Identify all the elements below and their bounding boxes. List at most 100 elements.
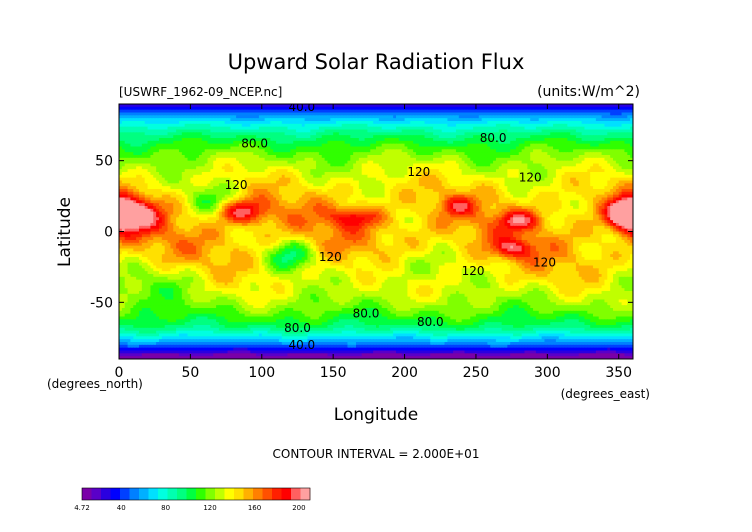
flux-cell bbox=[453, 126, 457, 131]
flux-cell bbox=[478, 115, 483, 119]
flux-cell bbox=[470, 129, 474, 133]
flux-cell bbox=[595, 123, 600, 128]
flux-cell bbox=[533, 115, 537, 119]
flux-cell bbox=[447, 138, 451, 142]
flux-cell bbox=[147, 109, 152, 114]
flux-cell bbox=[290, 129, 294, 133]
flux-cell bbox=[435, 109, 440, 114]
flux-cell bbox=[535, 121, 540, 125]
flux-cell bbox=[193, 135, 197, 139]
flux-cell bbox=[544, 104, 548, 108]
flux-cell bbox=[433, 129, 437, 133]
flux-cell bbox=[178, 123, 183, 128]
flux-cell bbox=[293, 104, 297, 108]
flux-cell bbox=[244, 109, 249, 114]
flux-cell bbox=[487, 112, 491, 116]
flux-cell bbox=[473, 106, 477, 111]
flux-cell bbox=[401, 106, 406, 111]
flux-cell bbox=[387, 118, 391, 122]
flux-cell bbox=[370, 112, 374, 116]
flux-cell bbox=[358, 106, 363, 111]
flux-cell bbox=[435, 135, 440, 139]
flux-cell bbox=[630, 129, 633, 133]
flux-cell bbox=[507, 135, 511, 139]
flux-cell bbox=[256, 132, 260, 136]
flux-cell bbox=[241, 135, 246, 139]
flux-cell bbox=[444, 126, 448, 131]
flux-cell bbox=[418, 118, 423, 122]
flux-cell bbox=[333, 138, 337, 142]
flux-cell bbox=[430, 118, 434, 122]
flux-cell bbox=[421, 132, 426, 136]
flux-cell bbox=[287, 123, 291, 128]
flux-cell bbox=[435, 118, 440, 122]
flux-cell bbox=[264, 109, 269, 114]
flux-cell bbox=[138, 126, 143, 131]
flux-cell bbox=[484, 115, 488, 119]
flux-cell bbox=[481, 138, 486, 142]
flux-cell bbox=[373, 106, 377, 111]
flux-cell bbox=[324, 135, 329, 139]
flux-cell bbox=[567, 106, 571, 111]
flux-cell bbox=[490, 135, 494, 139]
flux-cell bbox=[444, 104, 448, 108]
flux-cell bbox=[530, 121, 534, 125]
flux-cell bbox=[441, 121, 446, 125]
flux-cell bbox=[555, 104, 560, 108]
flux-cell bbox=[535, 112, 540, 116]
flux-cell bbox=[530, 138, 534, 142]
flux-cell bbox=[161, 135, 166, 139]
flux-cell bbox=[367, 118, 371, 122]
flux-cell bbox=[450, 135, 454, 139]
flux-cell bbox=[455, 123, 460, 128]
flux-cell bbox=[190, 112, 194, 116]
flux-cell bbox=[161, 118, 166, 122]
flux-cell bbox=[358, 129, 363, 133]
flux-cell bbox=[467, 106, 471, 111]
flux-cell bbox=[510, 106, 514, 111]
flux-cell bbox=[558, 132, 563, 136]
flux-cell bbox=[518, 132, 523, 136]
flux-cell bbox=[447, 123, 451, 128]
flux-cell bbox=[464, 112, 468, 116]
flux-cell bbox=[578, 135, 583, 139]
flux-cell bbox=[353, 126, 357, 131]
flux-cell bbox=[304, 132, 309, 136]
flux-cell bbox=[150, 135, 154, 139]
flux-cell bbox=[250, 135, 254, 139]
flux-cell bbox=[330, 104, 334, 108]
flux-cell bbox=[133, 109, 137, 114]
flux-cell bbox=[281, 121, 286, 125]
flux-cell bbox=[150, 109, 154, 114]
flux-cell bbox=[421, 121, 426, 125]
flux-cell bbox=[381, 115, 386, 119]
flux-cell bbox=[156, 135, 160, 139]
flux-cell bbox=[150, 129, 154, 133]
flux-cell bbox=[393, 118, 397, 122]
flux-cell bbox=[204, 126, 209, 131]
flux-cell bbox=[624, 106, 628, 111]
flux-cell bbox=[230, 118, 234, 122]
flux-cell bbox=[550, 126, 554, 131]
flux-cell bbox=[527, 132, 531, 136]
flux-cell bbox=[504, 129, 508, 133]
flux-cell bbox=[230, 123, 234, 128]
flux-cell bbox=[535, 132, 540, 136]
flux-cell bbox=[524, 123, 528, 128]
flux-cell bbox=[353, 109, 357, 114]
flux-cell bbox=[356, 112, 360, 116]
flux-cell bbox=[513, 135, 517, 139]
flux-cell bbox=[601, 123, 606, 128]
flux-cell bbox=[241, 112, 246, 116]
flux-cell bbox=[587, 115, 591, 119]
flux-cell bbox=[361, 106, 366, 111]
flux-cell bbox=[501, 138, 506, 142]
flux-cell bbox=[196, 129, 200, 133]
flux-cell bbox=[324, 129, 329, 133]
flux-cell bbox=[290, 138, 294, 142]
flux-cell bbox=[615, 118, 620, 122]
flux-cell bbox=[207, 109, 211, 114]
flux-cell bbox=[267, 104, 271, 108]
flux-cell bbox=[293, 138, 297, 142]
flux-cell bbox=[127, 123, 132, 128]
